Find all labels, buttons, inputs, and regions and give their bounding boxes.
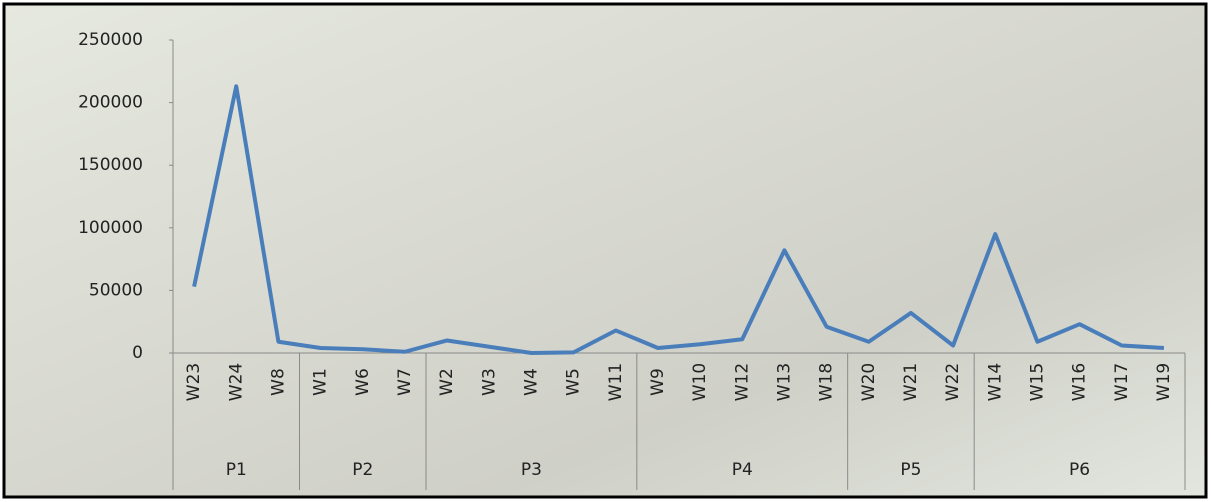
x-tick-label: W20 <box>859 363 879 401</box>
x-tick-label: W5 <box>564 368 584 396</box>
group-label: P5 <box>900 460 921 480</box>
x-tick-label: W11 <box>606 363 626 401</box>
group-label: P1 <box>226 460 247 480</box>
x-tick-label: W13 <box>774 363 794 401</box>
x-tick-label: W7 <box>395 368 415 396</box>
x-tick-label: W24 <box>226 363 246 401</box>
x-tick-label: W3 <box>479 368 499 396</box>
x-tick-label: W19 <box>1154 363 1174 401</box>
x-tick-label: W6 <box>353 368 373 396</box>
x-tick-label: W21 <box>901 363 921 401</box>
x-tick-label: W23 <box>184 363 204 401</box>
x-tick-label: W9 <box>648 368 668 396</box>
group-label: P2 <box>352 460 373 480</box>
y-tick-label: 150000 <box>78 155 143 175</box>
series-line <box>192 84 1165 355</box>
x-tick-label: W16 <box>1070 363 1090 401</box>
x-tick-label: W17 <box>1112 363 1132 401</box>
y-tick-label: 100000 <box>78 218 143 238</box>
y-tick-label: 250000 <box>78 30 143 50</box>
x-tick-label: W10 <box>690 363 710 401</box>
x-tick-label: W4 <box>521 368 541 396</box>
x-tick-label: W1 <box>311 368 331 396</box>
x-tick-label: W18 <box>817 363 837 401</box>
y-tick-label: 0 <box>132 343 143 363</box>
x-tick-label: W14 <box>985 363 1005 401</box>
group-label: P6 <box>1069 460 1090 480</box>
group-label: P4 <box>732 460 753 480</box>
group-label: P3 <box>521 460 542 480</box>
y-tick-label: 200000 <box>78 93 143 113</box>
x-tick-label: W8 <box>268 368 288 396</box>
x-tick-label: W22 <box>943 363 963 401</box>
x-tick-label: W2 <box>437 368 457 396</box>
x-tick-label: W15 <box>1027 363 1047 401</box>
x-tick-label: W12 <box>732 363 752 401</box>
y-tick-label: 50000 <box>89 280 143 300</box>
